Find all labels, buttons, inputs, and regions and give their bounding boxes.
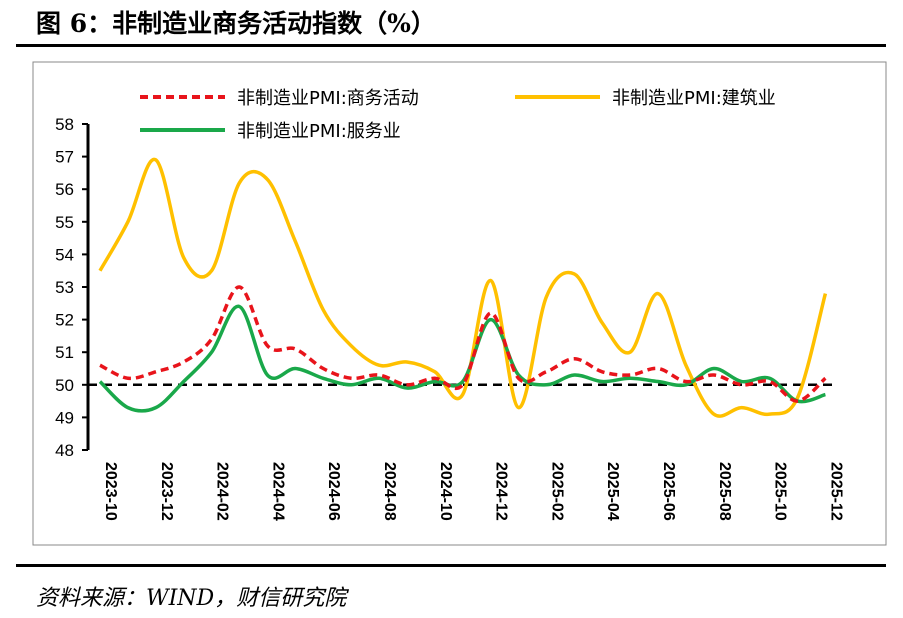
legend-label-1: 非制造业PMI:建筑业 <box>612 88 776 109</box>
x-tick-label: 2024-06 <box>325 462 342 521</box>
top-rule <box>16 44 886 47</box>
x-tick-label: 2024-04 <box>269 462 286 521</box>
series-line-1 <box>98 157 828 418</box>
y-tick-label: 57 <box>55 148 74 167</box>
x-tick-label: 2025-12 <box>827 462 844 521</box>
figure-title: 图 6：非制造业商务活动指数（%） <box>36 9 436 38</box>
legend-label-2: 非制造业PMI:服务业 <box>237 121 401 142</box>
x-tick-label: 2023-10 <box>102 462 119 521</box>
legend-label-0: 非制造业PMI:商务活动 <box>237 88 419 109</box>
bottom-rule <box>16 564 886 567</box>
y-tick-label: 55 <box>55 213 74 232</box>
x-tick-label: 2025-10 <box>772 462 789 521</box>
source-note: 资料来源：WIND，财信研究院 <box>36 586 347 611</box>
x-tick-label: 2024-08 <box>381 462 398 521</box>
y-tick-label: 52 <box>55 311 74 330</box>
y-tick-label: 54 <box>55 245 74 264</box>
x-tick-label: 2024-12 <box>493 462 510 521</box>
plot-frame <box>32 61 887 546</box>
x-tick-label: 2023-12 <box>158 462 175 521</box>
y-tick-label: 56 <box>55 180 74 199</box>
y-tick-label: 58 <box>55 115 74 134</box>
x-tick-label: 2025-08 <box>716 462 733 521</box>
y-tick-label: 51 <box>55 343 74 362</box>
y-tick-label: 49 <box>55 408 74 427</box>
y-tick-label: 50 <box>55 376 74 395</box>
x-tick-label: 2025-04 <box>604 462 621 521</box>
series-line-0 <box>99 285 827 403</box>
x-tick-label: 2025-02 <box>548 462 565 521</box>
y-tick-label: 53 <box>55 278 74 297</box>
x-tick-label: 2024-02 <box>214 462 231 521</box>
x-tick-label: 2025-06 <box>660 462 677 521</box>
y-tick-label: 48 <box>55 441 74 460</box>
x-tick-label: 2024-10 <box>437 462 454 521</box>
series-line-2 <box>98 304 826 413</box>
